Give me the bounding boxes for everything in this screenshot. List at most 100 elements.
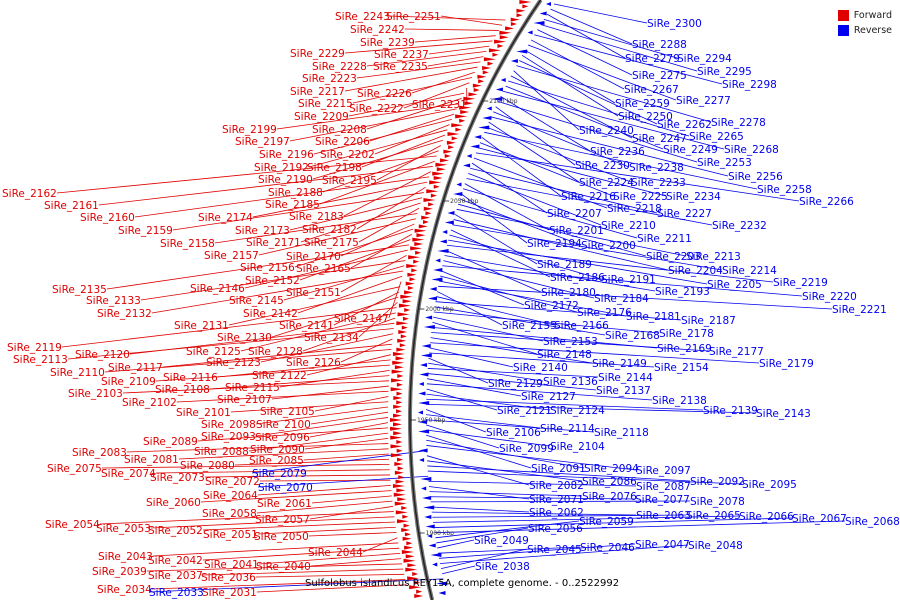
reverse-gene-label[interactable]: SiRe_2221 [832, 304, 887, 316]
forward-gene-label[interactable]: SiRe_2173 [235, 225, 290, 237]
reverse-gene-label[interactable]: SiRe_2189 [537, 259, 592, 271]
forward-gene-label[interactable]: SiRe_2202 [320, 149, 375, 161]
reverse-gene-label[interactable]: SiRe_2200 [581, 240, 636, 252]
forward-gene-label[interactable]: SiRe_2107 [217, 394, 272, 406]
forward-gene-label[interactable]: SiRe_2072 [205, 476, 260, 488]
forward-gene-label[interactable]: SiRe_2190 [258, 174, 313, 186]
forward-gene-label[interactable]: SiRe_2060 [146, 497, 201, 509]
forward-gene-label[interactable]: SiRe_2158 [160, 238, 215, 250]
forward-gene-label[interactable]: SiRe_2162 [2, 188, 57, 200]
forward-gene-label[interactable]: SiRe_2175 [304, 237, 359, 249]
reverse-gene-label[interactable]: SiRe_2227 [657, 208, 712, 220]
forward-gene-label[interactable]: SiRe_2251 [386, 11, 441, 23]
forward-gene-label[interactable]: SiRe_2174 [198, 212, 253, 224]
forward-gene-label[interactable]: SiRe_2098 [201, 419, 256, 431]
reverse-gene-label[interactable]: SiRe_2177 [709, 346, 764, 358]
reverse-gene-label[interactable]: SiRe_2259 [615, 98, 670, 110]
forward-gene-label[interactable]: SiRe_2089 [143, 436, 198, 448]
forward-gene-label[interactable]: SiRe_2105 [260, 406, 315, 418]
forward-gene-label[interactable]: SiRe_2064 [203, 490, 258, 502]
forward-gene-label[interactable]: SiRe_2096 [255, 432, 310, 444]
reverse-gene-label[interactable]: SiRe_2086 [582, 476, 637, 488]
forward-gene-label[interactable]: SiRe_2243 [335, 11, 390, 23]
reverse-gene-label[interactable]: SiRe_2201 [549, 225, 604, 237]
reverse-gene-label[interactable]: SiRe_2247 [632, 133, 687, 145]
reverse-gene-label[interactable]: SiRe_2295 [697, 66, 752, 78]
forward-gene-label[interactable]: SiRe_2235 [373, 61, 428, 73]
reverse-gene-label[interactable]: SiRe_2220 [802, 291, 857, 303]
forward-gene-label[interactable]: SiRe_2128 [248, 346, 303, 358]
reverse-gene-label[interactable]: SiRe_2121 [497, 405, 552, 417]
forward-gene-label[interactable]: SiRe_2165 [296, 263, 351, 275]
forward-gene-label[interactable]: SiRe_2142 [243, 308, 298, 320]
reverse-gene-label[interactable]: SiRe_2249 [663, 144, 718, 156]
forward-gene-label[interactable]: SiRe_2237 [374, 49, 429, 61]
reverse-gene-label[interactable]: SiRe_2095 [742, 479, 797, 491]
forward-gene-label[interactable]: SiRe_2152 [245, 275, 300, 287]
forward-gene-label[interactable]: SiRe_2215 [298, 98, 353, 110]
forward-gene-label[interactable]: SiRe_2110 [50, 367, 105, 379]
reverse-gene-label[interactable]: SiRe_2300 [647, 18, 702, 30]
forward-gene-label[interactable]: SiRe_2182 [302, 224, 357, 236]
forward-gene-label[interactable]: SiRe_2103 [68, 388, 123, 400]
reverse-gene-label[interactable]: SiRe_2224 [579, 177, 634, 189]
reverse-gene-label[interactable]: SiRe_2097 [636, 465, 691, 477]
reverse-gene-label[interactable]: SiRe_2078 [690, 496, 745, 508]
reverse-gene-label[interactable]: SiRe_2166 [554, 320, 609, 332]
reverse-gene-label[interactable]: SiRe_2268 [724, 144, 779, 156]
reverse-gene-label[interactable]: SiRe_2179 [759, 358, 814, 370]
reverse-gene-label[interactable]: SiRe_2225 [613, 191, 668, 203]
reverse-gene-label[interactable]: SiRe_2187 [681, 315, 736, 327]
forward-gene-label[interactable]: SiRe_2074 [101, 468, 156, 480]
forward-gene-label[interactable]: SiRe_2042 [148, 555, 203, 567]
reverse-gene-label[interactable]: SiRe_2143 [756, 408, 811, 420]
reverse-gene-label[interactable]: SiRe_2153 [543, 336, 598, 348]
forward-gene-label[interactable]: SiRe_2120 [75, 349, 130, 361]
forward-gene-label[interactable]: SiRe_2081 [124, 454, 179, 466]
forward-gene-label[interactable]: SiRe_2050 [254, 531, 309, 543]
reverse-gene-label[interactable]: SiRe_2077 [635, 494, 690, 506]
forward-gene-label[interactable]: SiRe_2085 [249, 455, 304, 467]
forward-gene-label[interactable]: SiRe_2083 [72, 447, 127, 459]
reverse-gene-label[interactable]: SiRe_2288 [632, 39, 687, 51]
forward-gene-label[interactable]: SiRe_2054 [45, 519, 100, 531]
reverse-gene-label[interactable]: SiRe_2266 [799, 196, 854, 208]
reverse-gene-label[interactable]: SiRe_2176 [577, 307, 632, 319]
forward-gene-label[interactable]: SiRe_2199 [222, 124, 277, 136]
reverse-gene-label[interactable]: SiRe_2092 [690, 476, 745, 488]
reverse-gene-label[interactable]: SiRe_2253 [697, 157, 752, 169]
reverse-gene-label[interactable]: SiRe_2178 [659, 328, 714, 340]
forward-gene-label[interactable]: SiRe_2040 [256, 561, 311, 573]
forward-gene-label[interactable]: SiRe_2044 [308, 547, 363, 559]
reverse-gene-label[interactable]: SiRe_2234 [666, 191, 721, 203]
reverse-gene-label[interactable]: SiRe_2124 [550, 405, 605, 417]
forward-gene-label[interactable]: SiRe_2170 [286, 251, 341, 263]
reverse-gene-label[interactable]: SiRe_2049 [474, 535, 529, 547]
reverse-gene-label[interactable]: SiRe_2232 [712, 220, 767, 232]
forward-gene-label[interactable]: SiRe_2223 [302, 73, 357, 85]
forward-gene-label[interactable]: SiRe_2209 [294, 111, 349, 123]
reverse-gene-label[interactable]: SiRe_2065 [686, 510, 741, 522]
reverse-gene-label[interactable]: SiRe_2214 [722, 265, 777, 277]
forward-gene-label[interactable]: SiRe_2115 [225, 382, 280, 394]
forward-gene-label[interactable]: SiRe_2119 [7, 342, 62, 354]
forward-gene-label[interactable]: SiRe_2093 [201, 431, 256, 443]
forward-gene-label[interactable]: SiRe_2125 [186, 346, 241, 358]
forward-gene-label[interactable]: SiRe_2080 [180, 460, 235, 472]
reverse-gene-label[interactable]: SiRe_2087 [636, 481, 691, 493]
forward-gene-label[interactable]: SiRe_2031 [202, 587, 257, 599]
forward-gene-label[interactable]: SiRe_2197 [235, 136, 290, 148]
forward-gene-label[interactable]: SiRe_2226 [357, 88, 412, 100]
reverse-gene-label[interactable]: SiRe_2181 [626, 311, 681, 323]
forward-gene-label[interactable]: SiRe_2242 [350, 24, 405, 36]
reverse-gene-label[interactable]: SiRe_2059 [579, 516, 634, 528]
reverse-gene-label[interactable]: SiRe_2172 [524, 300, 579, 312]
forward-gene-label[interactable]: SiRe_2161 [44, 200, 99, 212]
forward-gene-label[interactable]: SiRe_2126 [286, 357, 341, 369]
reverse-gene-label[interactable]: SiRe_2250 [618, 111, 673, 123]
reverse-gene-label[interactable]: SiRe_2136 [543, 376, 598, 388]
forward-gene-label[interactable]: SiRe_2090 [250, 444, 305, 456]
reverse-gene-label[interactable]: SiRe_2154 [654, 362, 709, 374]
reverse-gene-label[interactable]: SiRe_2127 [521, 391, 576, 403]
reverse-gene-label[interactable]: SiRe_2258 [757, 184, 812, 196]
